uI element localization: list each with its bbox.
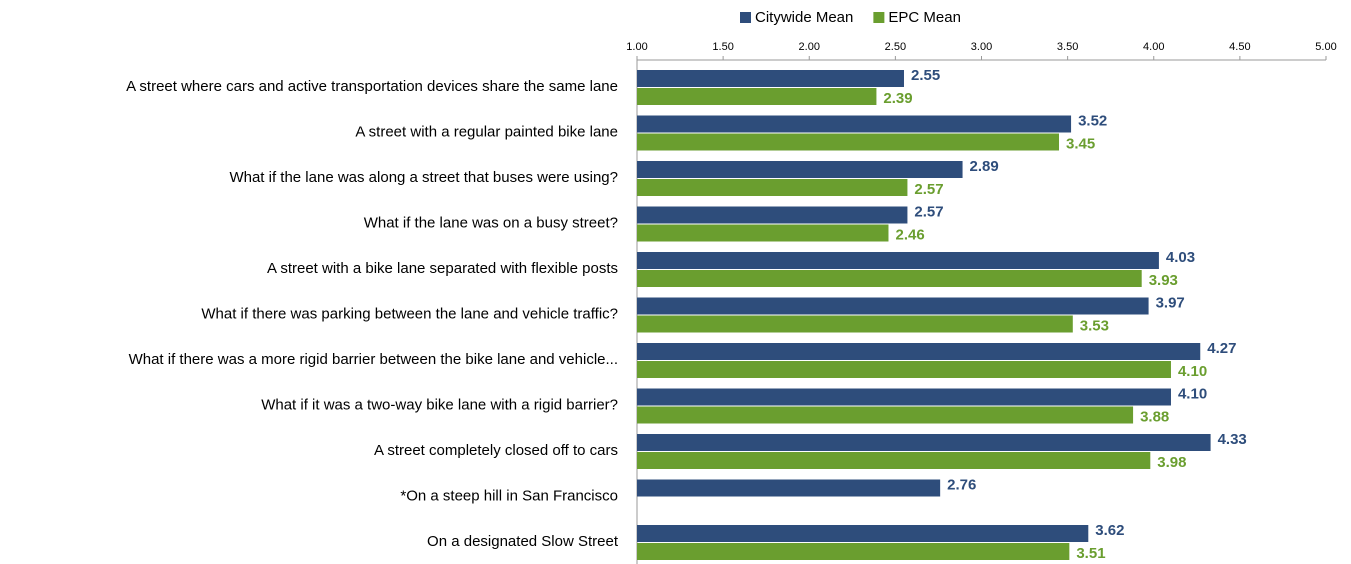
category-label: On a designated Slow Street bbox=[427, 533, 619, 550]
value-label: 3.45 bbox=[1066, 135, 1095, 152]
bar bbox=[637, 224, 889, 242]
value-label: 3.51 bbox=[1076, 545, 1105, 562]
value-label: 3.53 bbox=[1080, 317, 1109, 334]
bar bbox=[637, 206, 908, 224]
x-tick-label: 3.50 bbox=[1057, 41, 1078, 53]
bar bbox=[637, 406, 1134, 424]
bar bbox=[637, 270, 1142, 287]
value-label: 4.27 bbox=[1207, 340, 1236, 357]
value-label: 2.76 bbox=[947, 476, 976, 493]
x-tick-label: 5.00 bbox=[1315, 41, 1336, 53]
x-tick-label: 1.50 bbox=[712, 41, 733, 53]
x-tick-label: 1.00 bbox=[626, 41, 647, 53]
value-label: 4.10 bbox=[1178, 363, 1207, 380]
value-label: 3.52 bbox=[1078, 112, 1107, 129]
x-tick-label: 3.00 bbox=[971, 41, 992, 53]
bar bbox=[637, 388, 1171, 406]
category-label: What if there was parking between the la… bbox=[201, 305, 618, 322]
bar bbox=[637, 479, 941, 497]
bar bbox=[637, 70, 904, 87]
bar bbox=[637, 361, 1171, 378]
legend-label: EPC Mean bbox=[888, 9, 961, 26]
category-label: *On a steep hill in San Francisco bbox=[400, 487, 618, 504]
legend-swatch bbox=[740, 12, 751, 23]
bar bbox=[637, 452, 1151, 469]
bar bbox=[637, 543, 1070, 560]
x-tick-label: 4.50 bbox=[1229, 41, 1250, 53]
category-label: A street where cars and active transport… bbox=[126, 78, 618, 95]
bar bbox=[637, 133, 1060, 151]
value-label: 3.98 bbox=[1157, 454, 1186, 471]
bar bbox=[637, 179, 908, 196]
value-label: 2.89 bbox=[970, 158, 999, 175]
value-label: 3.93 bbox=[1149, 272, 1178, 289]
category-label: What if it was a two-way bike lane with … bbox=[261, 396, 618, 413]
value-label: 3.62 bbox=[1095, 522, 1124, 539]
x-tick-label: 2.00 bbox=[799, 41, 820, 53]
value-label: 3.97 bbox=[1156, 294, 1185, 311]
x-tick-label: 2.50 bbox=[885, 41, 906, 53]
value-label: 4.03 bbox=[1166, 249, 1195, 266]
bar bbox=[637, 115, 1072, 133]
legend-label: Citywide Mean bbox=[755, 9, 853, 26]
category-label: What if there was a more rigid barrier b… bbox=[129, 351, 618, 368]
value-label: 2.46 bbox=[895, 226, 924, 243]
value-label: 4.10 bbox=[1178, 385, 1207, 402]
bar bbox=[637, 434, 1211, 451]
bar bbox=[637, 252, 1159, 269]
category-label: A street with a regular painted bike lan… bbox=[355, 123, 618, 140]
bar bbox=[637, 315, 1073, 333]
value-label: 2.39 bbox=[883, 90, 912, 107]
bar bbox=[637, 525, 1089, 542]
value-label: 2.55 bbox=[911, 67, 940, 84]
bar bbox=[637, 297, 1149, 315]
category-label: A street completely closed off to cars bbox=[374, 442, 618, 459]
value-label: 4.33 bbox=[1218, 431, 1247, 448]
value-label: 3.88 bbox=[1140, 408, 1169, 425]
category-label: A street with a bike lane separated with… bbox=[267, 260, 618, 277]
bar bbox=[637, 161, 963, 178]
category-label: What if the lane was on a busy street? bbox=[364, 214, 618, 231]
bar bbox=[637, 88, 877, 105]
legend-swatch bbox=[873, 12, 885, 23]
category-label: What if the lane was along a street that… bbox=[229, 169, 618, 186]
x-tick-label: 4.00 bbox=[1143, 41, 1164, 53]
value-label: 2.57 bbox=[914, 181, 943, 198]
bar bbox=[637, 343, 1201, 360]
value-label: 2.57 bbox=[914, 203, 943, 220]
